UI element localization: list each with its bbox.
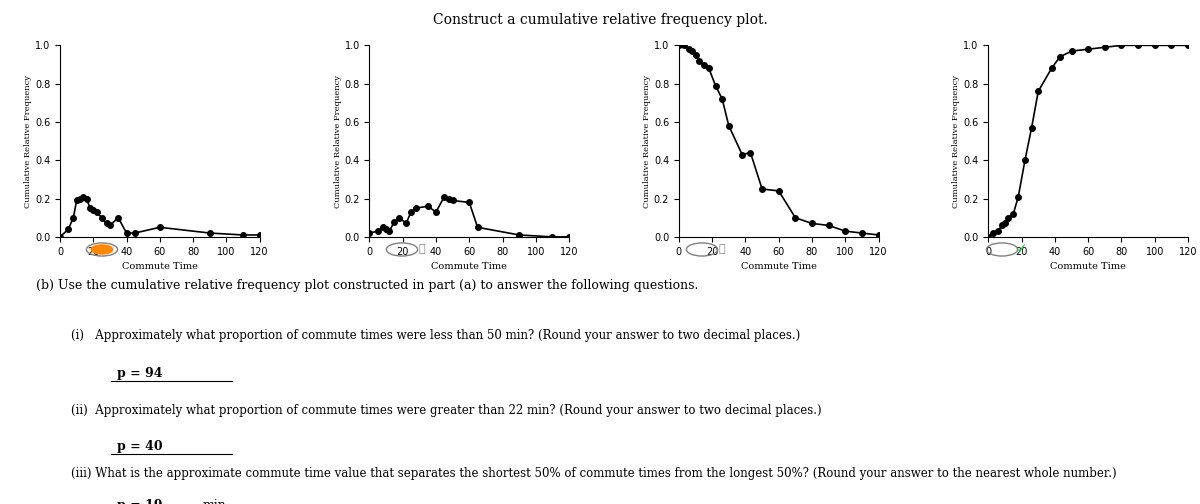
Text: (b) Use the cumulative relative frequency plot constructed in part (a) to answer: (b) Use the cumulative relative frequenc… [36, 279, 698, 292]
Text: ⓘ: ⓘ [719, 244, 726, 255]
X-axis label: Commute Time: Commute Time [1050, 262, 1126, 271]
Text: ⓘ: ⓘ [419, 244, 426, 255]
Text: min: min [203, 499, 227, 504]
Text: p = 94: p = 94 [116, 367, 162, 381]
Text: (i)   Approximately what proportion of commute times were less than 50 min? (Rou: (i) Approximately what proportion of com… [71, 329, 800, 342]
Y-axis label: Cumulative Relative Frequency: Cumulative Relative Frequency [643, 75, 652, 208]
Text: (iii) What is the approximate commute time value that separates the shortest 50%: (iii) What is the approximate commute ti… [71, 467, 1116, 480]
X-axis label: Commute Time: Commute Time [431, 262, 508, 271]
Y-axis label: Cumulative Relative Frequency: Cumulative Relative Frequency [334, 75, 342, 208]
Text: ✓: ✓ [1016, 242, 1028, 257]
Text: p = 19: p = 19 [116, 499, 162, 504]
X-axis label: Commute Time: Commute Time [740, 262, 817, 271]
Text: p = 40: p = 40 [116, 440, 162, 453]
Text: Construct a cumulative relative frequency plot.: Construct a cumulative relative frequenc… [433, 13, 767, 27]
X-axis label: Commute Time: Commute Time [122, 262, 198, 271]
Y-axis label: Cumulative Relative Frequency: Cumulative Relative Frequency [24, 75, 32, 208]
Text: (ii)  Approximately what proportion of commute times were greater than 22 min? (: (ii) Approximately what proportion of co… [71, 404, 821, 417]
Y-axis label: Cumulative Relative Frequency: Cumulative Relative Frequency [953, 75, 960, 208]
